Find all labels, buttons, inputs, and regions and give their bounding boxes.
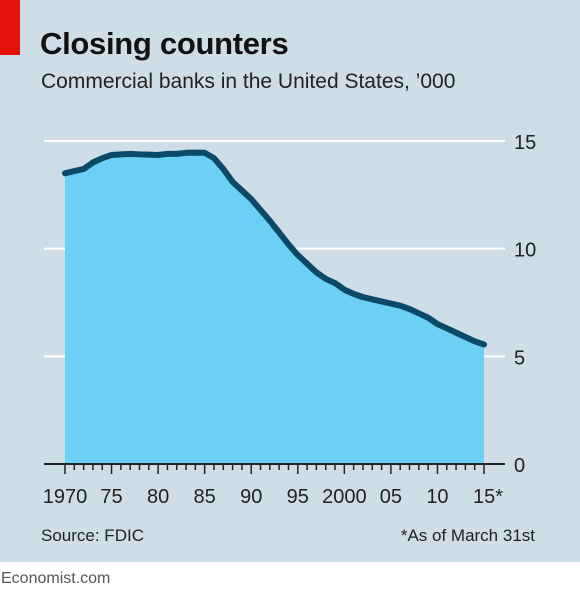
brand-watermark: Economist.com	[1, 570, 111, 587]
y-tick-label: 10	[514, 240, 536, 262]
chart-title: Closing counters	[40, 26, 289, 61]
x-tick-label: 90	[240, 486, 262, 508]
x-tick-label: 85	[194, 486, 216, 508]
x-tick-label: 80	[147, 486, 169, 508]
x-axis	[44, 463, 505, 474]
area-fill	[65, 152, 484, 464]
x-tick-label: 1970	[43, 486, 88, 508]
x-tick-label: 10	[426, 486, 448, 508]
y-tick-label: 0	[514, 455, 525, 477]
area-layer	[62, 149, 487, 464]
x-tick-label: 05	[380, 486, 402, 508]
series-line	[62, 149, 487, 348]
accent-tag	[0, 0, 20, 55]
x-tick-label: 75	[100, 486, 122, 508]
y-tick-label: 15	[514, 132, 536, 154]
x-tick-label: 2000	[322, 486, 367, 508]
x-tick-labels: 1970 75 80 85 90 95 2000 05 10 15*	[43, 486, 503, 508]
x-tick-label: 15*	[473, 486, 503, 508]
footnote: *As of March 31st	[400, 526, 535, 545]
x-tick-label: 95	[287, 486, 309, 508]
source-note: Source: FDIC	[41, 526, 144, 545]
chart-subtitle: Commercial banks in the United States, ’…	[41, 70, 456, 93]
y-axis: 0 5 10 15	[514, 132, 536, 477]
y-tick-label: 5	[514, 347, 525, 369]
